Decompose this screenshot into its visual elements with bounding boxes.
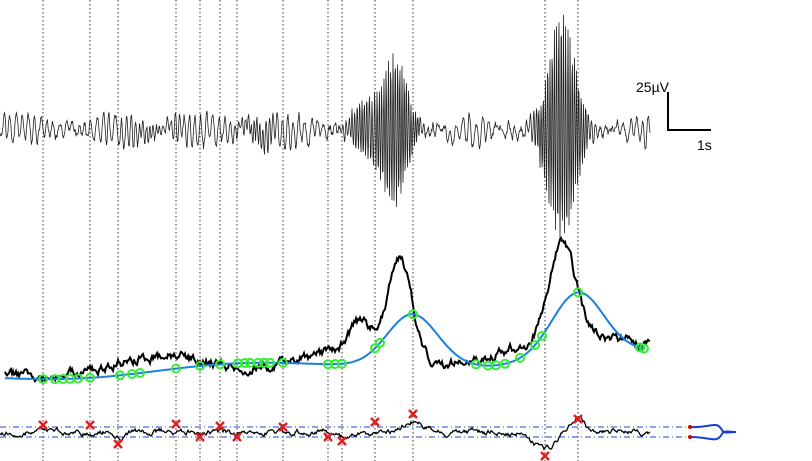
detection: [530, 340, 540, 351]
distribution: [689, 423, 737, 441]
marker: [232, 432, 242, 442]
marker: [113, 439, 123, 449]
detection: [500, 358, 510, 369]
marker: [38, 420, 48, 430]
detections: [38, 287, 649, 385]
marker: [573, 414, 583, 424]
detection: [639, 343, 649, 354]
marker: [337, 436, 347, 446]
detection: [253, 357, 263, 368]
detection: [215, 359, 225, 370]
detection: [573, 287, 583, 298]
detection: [240, 358, 250, 368]
time-label: 1s: [697, 137, 712, 153]
lower-trace: [0, 416, 651, 451]
detection: [115, 370, 125, 381]
markers: [38, 409, 583, 461]
detection: [265, 357, 275, 368]
marker: [278, 422, 288, 432]
event-lines: [42, 0, 579, 461]
dist-end: [688, 435, 692, 439]
detection: [85, 372, 95, 383]
detection: [515, 352, 525, 363]
detection: [375, 337, 385, 348]
marker: [323, 432, 333, 442]
detection: [259, 357, 269, 368]
detection: [171, 363, 181, 374]
detection: [408, 309, 418, 320]
dist-end: [688, 425, 692, 429]
marker: [408, 409, 418, 419]
detection: [537, 331, 547, 341]
detection: [38, 374, 48, 385]
detection: [135, 368, 145, 378]
marker: [171, 419, 181, 429]
detection: [337, 358, 347, 369]
marker: [370, 417, 380, 427]
detection: [278, 357, 288, 368]
detection: [491, 360, 501, 371]
raw-trace: [0, 14, 651, 241]
detection: [370, 343, 380, 354]
marker: [195, 432, 205, 442]
envelope-trace: [4, 236, 651, 384]
marker: [85, 420, 95, 430]
marker: [540, 451, 550, 461]
amplitude-label: 25µV: [636, 79, 670, 95]
marker: [215, 421, 225, 431]
detection: [73, 373, 83, 384]
detection: [195, 361, 205, 371]
detection: [471, 359, 481, 370]
